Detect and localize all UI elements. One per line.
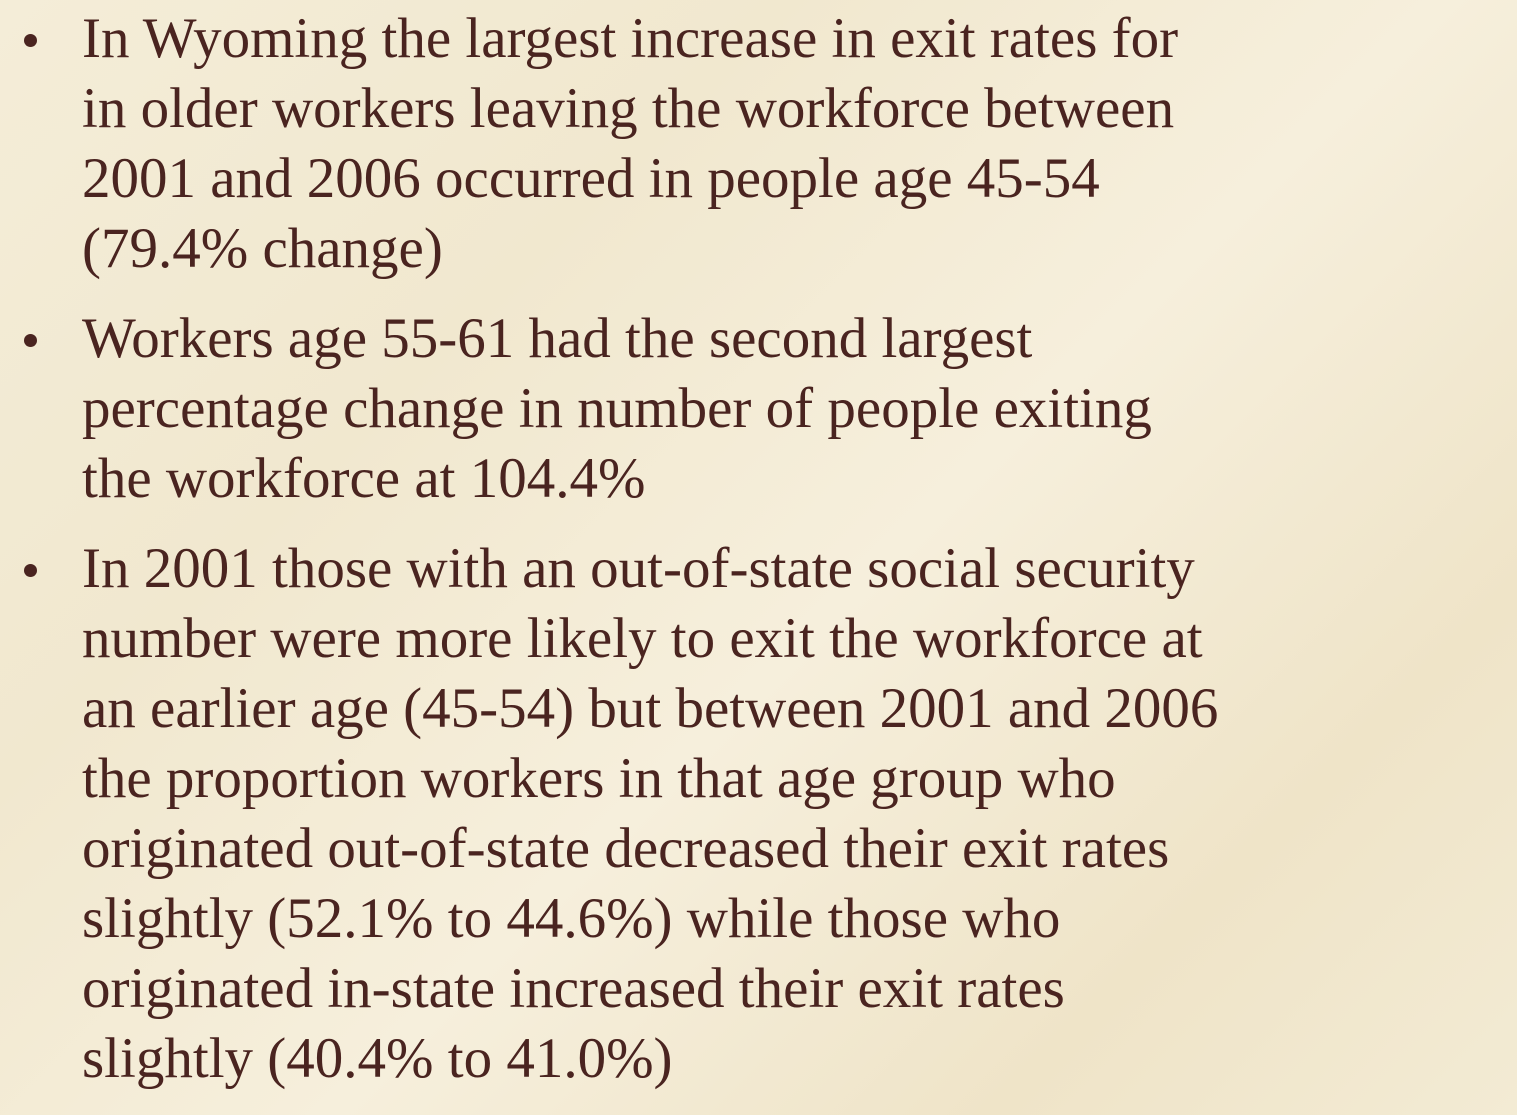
bullet-text: originated out-of-state decreased their … [82,817,1170,880]
bullet-text: slightly (40.4% to 41.0%) [82,1027,673,1090]
bullet-text: 2001 and 2006 occurred in people age 45-… [82,147,1100,210]
bullet-text: the workforce at 104.4% [82,447,646,510]
bullet-text: originated in-state increased their exit… [82,957,1065,1020]
bullet-dot [24,564,37,577]
bullet-text: slightly (52.1% to 44.6%) while those wh… [82,887,1061,950]
bullet-text: In 2001 those with an out-of-state socia… [82,537,1195,600]
bullet-item: In 2001 those with an out-of-state socia… [0,534,1517,1094]
bullet-text: (79.4% change) [82,217,443,280]
bullet-text: percentage change in number of people ex… [82,377,1152,440]
bullet-text: an earlier age (45-54) but between 2001 … [82,677,1219,740]
bullet-text: the proportion workers in that age group… [82,747,1116,810]
bullet-text: number were more likely to exit the work… [82,607,1203,670]
bullet-dot [24,334,37,347]
bullet-text: Workers age 55-61 had the second largest [82,307,1033,370]
bullet-text: In Wyoming the largest increase in exit … [82,7,1179,70]
bullet-dot [24,34,37,47]
bullet-text: in older workers leaving the workforce b… [82,77,1175,140]
bullet-item: Workers age 55-61 had the second largest… [0,304,1517,514]
bullet-item: In Wyoming the largest increase in exit … [0,4,1517,284]
